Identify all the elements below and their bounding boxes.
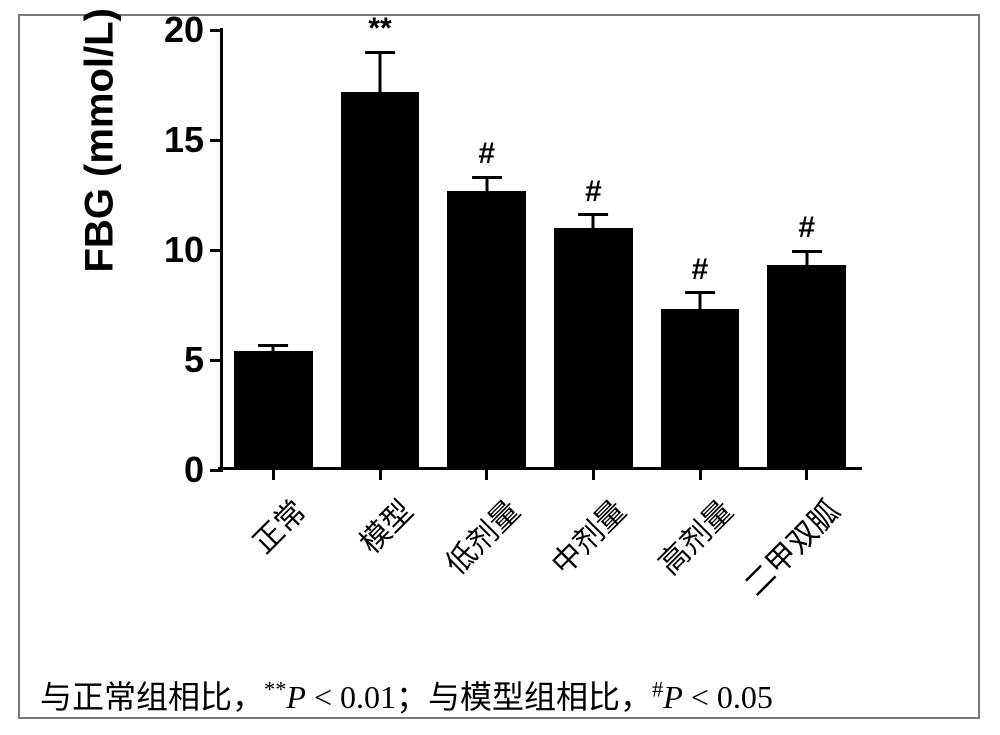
caption-p1: P	[286, 679, 306, 715]
y-tick-label: 10	[164, 229, 204, 271]
error-cap	[578, 213, 608, 216]
significance-marker: #	[585, 175, 602, 209]
significance-marker: #	[478, 137, 495, 171]
error-bar	[805, 251, 808, 265]
caption-sup-stars: **	[264, 676, 286, 701]
bar	[447, 191, 526, 470]
bar	[234, 351, 313, 470]
error-bar	[379, 52, 382, 92]
plot-area: 05101520FBG (mmol/L)正常**模型#低剂量#中剂量#高剂量#二…	[220, 30, 860, 470]
x-tick	[592, 470, 595, 480]
x-tick	[699, 470, 702, 480]
y-tick-label: 0	[184, 449, 204, 491]
error-cap	[258, 344, 288, 347]
significance-marker: #	[798, 211, 815, 245]
y-tick	[210, 249, 220, 252]
error-bar	[485, 177, 488, 190]
error-bar	[699, 293, 702, 310]
caption-part-a: 与正常组相比，	[40, 679, 264, 715]
error-cap	[792, 250, 822, 253]
y-tick-label: 15	[164, 119, 204, 161]
y-axis	[220, 28, 223, 472]
y-axis-title: FBG (mmol/L)	[78, 233, 123, 273]
y-tick-label: 20	[164, 9, 204, 51]
y-tick-label: 5	[184, 339, 204, 381]
significance-marker: **	[368, 12, 391, 46]
x-tick	[485, 470, 488, 480]
y-tick	[210, 359, 220, 362]
x-tick	[379, 470, 382, 480]
caption-part-c: 与模型组相比，	[428, 679, 652, 715]
significance-caption: 与正常组相比，**P < 0.01；与模型组相比，#P < 0.05	[40, 672, 773, 718]
caption-sup-hash: #	[652, 676, 663, 701]
x-tick	[805, 470, 808, 480]
error-cap	[365, 51, 395, 54]
error-cap	[472, 176, 502, 179]
caption-p2: P	[663, 679, 683, 715]
significance-marker: #	[692, 253, 709, 287]
bar-chart: 05101520FBG (mmol/L)正常**模型#低剂量#中剂量#高剂量#二…	[220, 30, 860, 470]
y-tick	[210, 29, 220, 32]
bar	[554, 228, 633, 470]
y-tick	[210, 139, 220, 142]
y-tick	[210, 469, 220, 472]
bar	[767, 265, 846, 470]
bar	[341, 92, 420, 470]
bar	[661, 309, 740, 470]
error-cap	[685, 291, 715, 294]
caption-lt-05: < 0.05	[683, 679, 773, 715]
error-bar	[592, 215, 595, 228]
caption-lt-01: < 0.01；	[306, 679, 428, 715]
x-axis	[218, 467, 862, 470]
x-tick	[272, 470, 275, 480]
